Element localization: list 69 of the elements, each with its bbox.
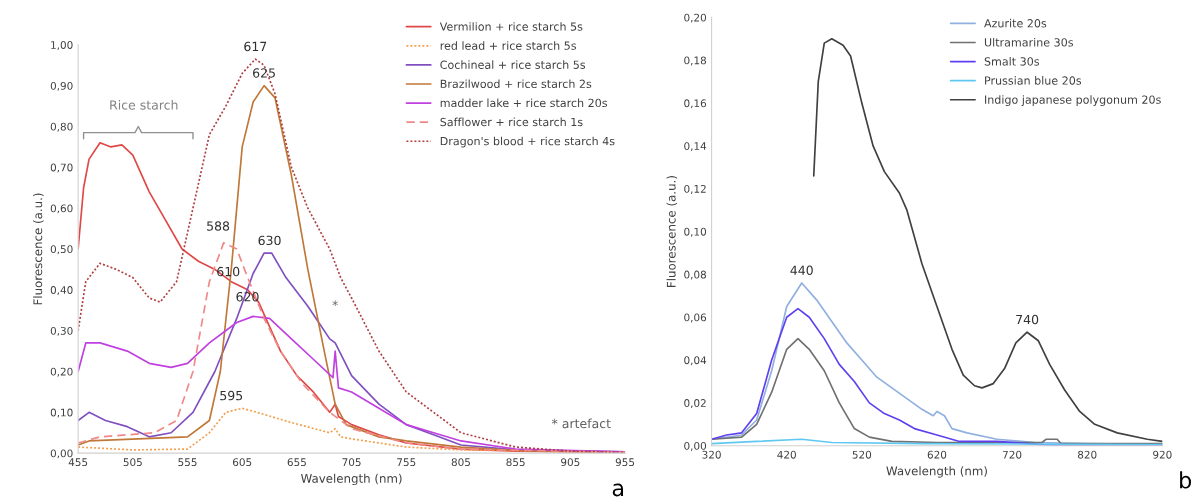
x-tick-label: 420 [777,450,796,459]
x-tick-label: 555 [178,458,197,467]
legend-label: Indigo japanese polygonum 20s [985,95,1161,106]
y-tick-label: 0,80 [50,122,73,132]
x-tick-label: 620 [927,450,947,459]
x-tick-label: 755 [397,458,416,467]
legend-label: Smalt 30s [984,57,1040,66]
x-axis-title: Wavelength (nm) [300,473,402,486]
x-tick-label: 320 [702,450,721,459]
y-tick-label: 0,14 [684,142,707,152]
annotation: 740 [1016,314,1039,325]
y-tick-label: 0,02 [684,399,706,409]
y-tick-label: 0,08 [684,270,707,280]
legend-label: Brazilwood + rice starch 2s [440,79,592,89]
annotation: Rice starch [110,100,178,110]
annotation: 440 [790,265,813,275]
y-axis-title: Fluorescence (a.u.) [33,193,44,305]
text: b [1180,471,1191,489]
legend-label: Dragon's blood + rice starch 4s [440,136,615,148]
annotation: 588 [207,221,230,231]
x-tick-label: 720 [1003,450,1022,459]
y-tick-label: 0,18 [684,56,707,66]
x-tick-label: 955 [615,458,635,467]
y-tick-label: 0,10 [684,227,707,237]
x-tick-label: 805 [451,458,470,467]
text: a [612,483,624,497]
annotation: * artefact [551,418,611,429]
x-tick-label: 705 [342,458,361,467]
y-tick-label: 0,50 [50,245,73,255]
y-tick-label: 0,16 [684,99,707,109]
legend-label: madder lake + rice starch 20s [440,98,608,108]
annotation: 595 [220,390,243,401]
x-tick-label: 920 [1153,450,1172,459]
y-tick-label: 0,40 [50,286,73,295]
x-tick-label: 455 [68,458,88,467]
legend-label: Safflower + rice starch 1s [440,117,583,127]
annotation: 617 [244,41,267,52]
legend-label: Vermilion + rice starch 5s [439,22,583,31]
annotation: 625 [253,68,275,78]
annotation: * [332,300,338,307]
y-tick-label: 0,20 [50,367,73,377]
y-tick-label: 0,70 [50,163,73,173]
y-tick-label: 0,04 [684,356,707,366]
legend-label: Azurite 20s [984,18,1047,28]
y-tick-label: 0,00 [50,449,73,459]
x-tick-label: 655 [287,458,306,467]
y-axis-title: Fluorescence (a.u.) [666,176,678,287]
x-tick-label: 855 [506,458,525,467]
y-tick-label: 0,20 [684,13,707,23]
y-tick-label: 0,00 [684,441,707,451]
y-tick-label: 0,10 [50,408,73,418]
x-tick-label: 605 [232,458,252,467]
x-tick-label: 820 [1077,450,1097,459]
y-tick-label: 0,60 [50,204,73,214]
x-tick-label: 505 [123,458,142,467]
legend-label: Ultramarine 30s [984,37,1074,47]
legend-label: Cochineal + rice starch 5s [440,60,586,69]
legend-label: red lead + rice starch 5s [440,41,577,50]
y-tick-label: 0,30 [50,326,73,336]
y-tick-label: 1,00 [51,41,73,50]
x-tick-label: 520 [852,450,872,459]
line-series [812,38,1163,443]
x-tick-label: 905 [561,458,580,467]
y-tick-label: 0,12 [684,184,706,194]
y-tick-label: 0,90 [50,81,73,91]
annotation: 630 [258,235,281,246]
legend-label: Prussian blue 20s [985,76,1082,85]
x-axis-title: Wavelength (nm) [886,466,987,478]
y-tick-label: 0,06 [684,313,707,323]
